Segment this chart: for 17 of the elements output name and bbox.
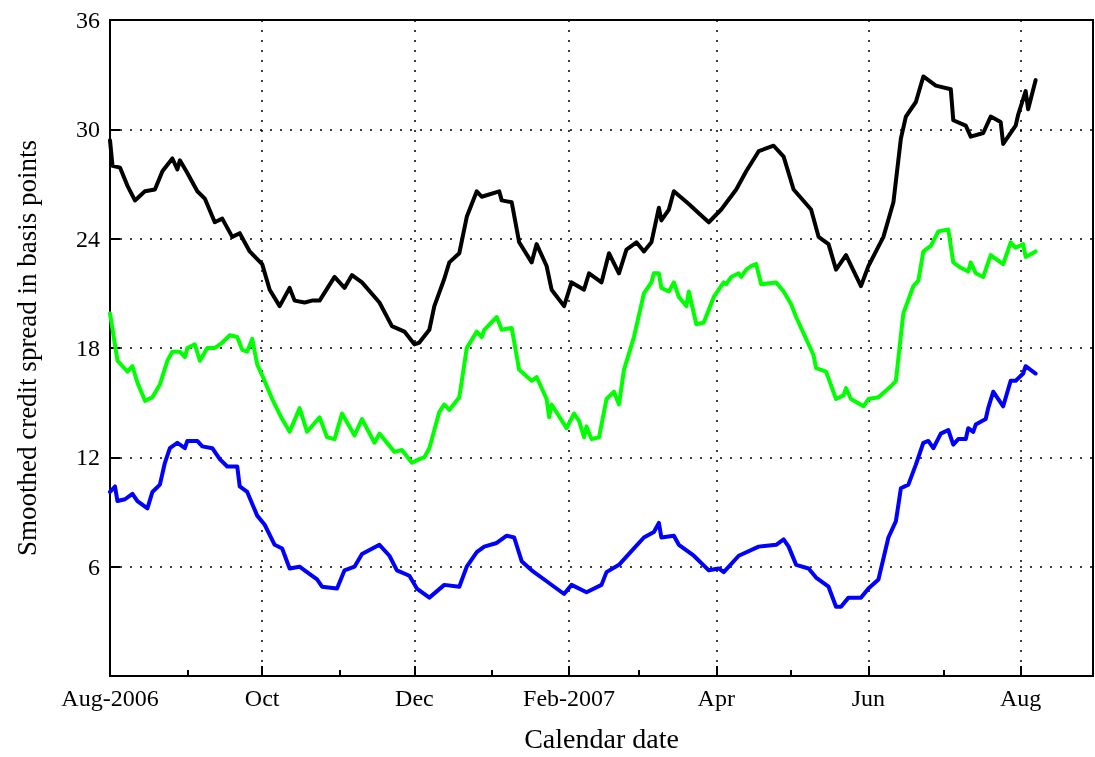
- y-axis-title: Smoothed credit spread in basis points: [11, 139, 42, 557]
- x-tick-label: Feb-2007: [523, 685, 616, 711]
- y-tick-label: 24: [76, 225, 100, 252]
- x-tick-label: Dec: [395, 685, 434, 711]
- line-series: [108, 227, 1038, 465]
- y-tick-label: 12: [76, 444, 100, 471]
- x-tick-label: Aug-2006: [61, 685, 159, 711]
- line-series: [108, 364, 1038, 609]
- x-axis-title: Calendar date: [524, 722, 679, 754]
- x-tick-label: Oct: [244, 685, 280, 711]
- x-tick-label: Aug: [999, 685, 1042, 711]
- x-tick-label: Jun: [851, 685, 886, 711]
- y-tick-label: 36: [76, 7, 100, 33]
- y-tick-label: 18: [76, 335, 100, 361]
- x-tick-label: Apr: [697, 685, 735, 711]
- y-tick-label: 6: [88, 553, 100, 580]
- y-tick-label: 30: [76, 116, 100, 143]
